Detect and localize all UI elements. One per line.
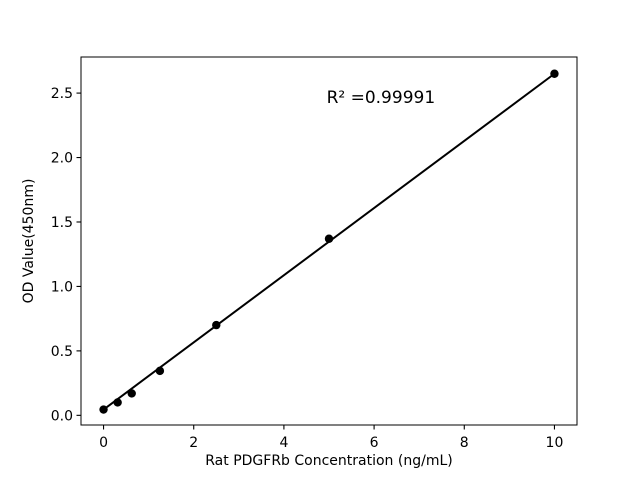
y-tick-label: 1.0 — [51, 279, 73, 295]
x-tick-label: 8 — [460, 435, 469, 451]
y-tick-label: 1.5 — [51, 215, 73, 231]
data-point — [324, 234, 334, 243]
y-tick-label: 0.0 — [51, 408, 73, 424]
x-tick-label: 10 — [546, 435, 564, 451]
data-point — [550, 69, 559, 78]
y-tick-label: 2.0 — [51, 151, 73, 167]
y-tick-label: 0.5 — [51, 344, 73, 360]
x-tick-label: 2 — [189, 435, 198, 451]
x-tick-label: 6 — [370, 435, 379, 451]
data-point — [155, 366, 165, 376]
x-tick-label: 4 — [279, 435, 288, 451]
y-axis-label: OD Value(450nm) — [21, 179, 37, 304]
x-axis-label: Rat PDGFRb Concentration (ng/mL) — [205, 453, 452, 469]
plot-border — [80, 56, 578, 426]
data-point — [212, 320, 221, 330]
data-point — [127, 389, 136, 398]
x-tick-label: 0 — [99, 435, 108, 451]
data-point — [113, 398, 122, 407]
data-point — [99, 405, 108, 414]
y-tick-label: 2.5 — [51, 86, 73, 102]
r-squared-annotation: R² =0.99991 — [327, 88, 436, 108]
